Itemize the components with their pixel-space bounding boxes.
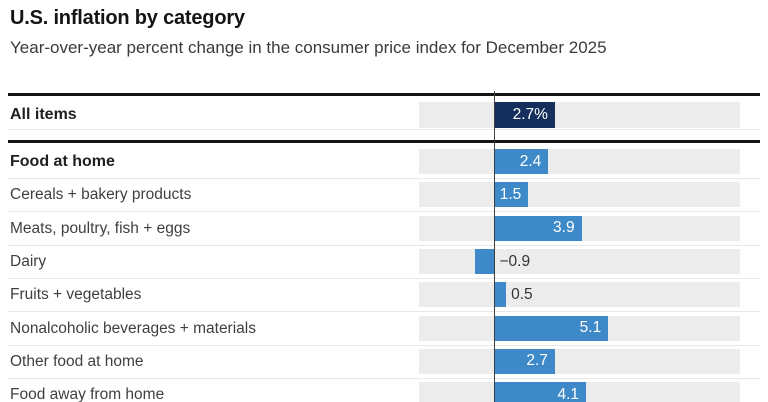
row-separator [8,211,760,213]
all-items-separator [8,129,760,130]
bar-track [419,348,740,374]
chart-row: All items 2.7% [0,102,768,128]
row-label: Fruits + vegetables [10,286,142,304]
zero-axis-line [494,91,495,402]
value-bar: 2.4 [495,149,549,174]
row-separator [8,311,760,313]
bar-value-label: 1.5 [499,185,522,203]
value-bar [495,282,507,308]
value-bar: 5.1 [495,315,609,341]
bar-value-label: 0.5 [511,286,533,304]
chart-row: Food away from home 4.1 [0,382,768,402]
chart-row: Meats, poultry, fish + eggs 3.9 [0,215,768,241]
chart-row: Fruits + vegetables 0.5 [0,282,768,308]
chart-row: Nonalcoholic beverages + materials 5.1 [0,315,768,341]
chart-row: Dairy −0.9 [0,248,768,274]
bar-value-label: 2.4 [519,152,542,170]
section-divider-rule [8,140,760,143]
bar-track [419,248,740,274]
chart-top-rule [8,93,760,96]
bar-value-label: 2.7% [512,106,548,123]
bar-value-label: 5.1 [579,319,602,336]
row-label: Food at home [10,153,115,170]
row-label: Cereals + bakery products [10,186,192,204]
row-label: Meats, poultry, fish + eggs [10,219,191,237]
bar-track [419,102,740,128]
value-bar [474,248,495,274]
value-bar: 2.7% [495,102,555,128]
chart-title: U.S. inflation by category [10,7,245,29]
chart-row: Other food at home 2.7 [0,348,768,374]
row-separator [8,344,760,346]
row-separator [8,277,760,279]
row-label: Dairy [10,252,47,270]
value-bar: 4.1 [495,382,587,402]
chart-row: Cereals + bakery products 1.5 [0,182,768,208]
row-label: Food away from home [10,386,165,402]
row-label: Nonalcoholic beverages + materials [10,319,256,337]
bar-track [419,149,740,174]
bar-track [419,182,740,208]
row-label: Other food at home [10,352,144,370]
chart-row: Food at home 2.4 [0,149,768,174]
value-bar: 1.5 [495,182,529,208]
bar-track [419,282,740,308]
bar-value-label: 4.1 [557,385,580,402]
value-bar: 3.9 [495,215,582,241]
bar-value-label: −0.9 [499,252,531,270]
value-bar: 2.7 [495,348,555,374]
bar-value-label: 2.7 [526,352,548,370]
row-separator [8,178,760,179]
row-label: All items [10,106,77,123]
row-separator [8,244,760,246]
chart-subtitle: Year-over-year percent change in the con… [10,38,607,57]
bar-value-label: 3.9 [553,219,575,237]
row-separator [8,377,760,379]
